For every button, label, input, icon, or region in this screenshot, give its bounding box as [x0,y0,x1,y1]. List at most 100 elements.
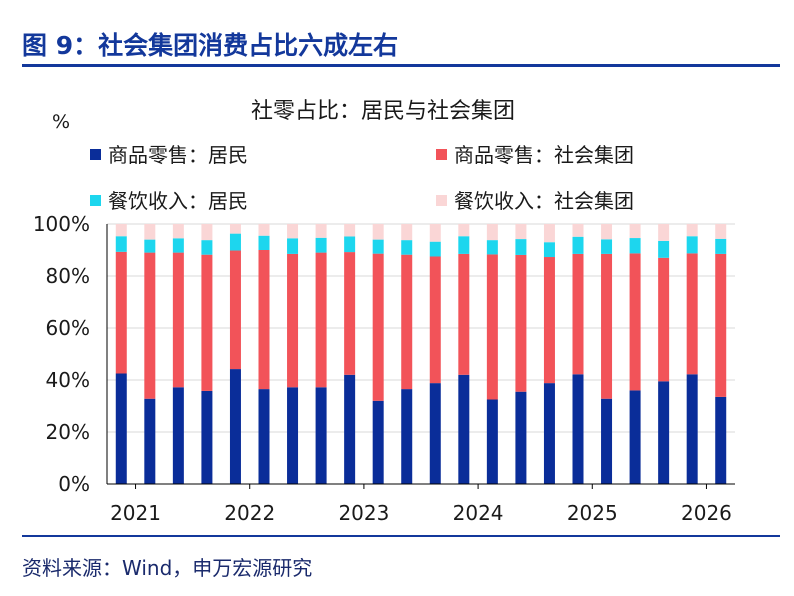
bar-6-series-3 [258,235,270,250]
bar-10-series-2 [372,253,384,401]
y-tick-60%: 60% [46,316,90,340]
bottom-rule [22,535,780,537]
y-tick-labels: 0% 20% 40% 60% 80% 100% [33,212,90,496]
bar-2-series-1 [144,398,156,484]
bar-19-series-4 [629,224,641,239]
bar-13-series-1 [458,374,470,484]
bar-12-series-2 [429,256,441,384]
bar-3-series-1 [172,387,184,484]
bar-10-series-3 [372,239,384,254]
legend-swatch-3 [90,195,101,206]
bar-16-series-3 [543,242,555,258]
axes [106,224,735,485]
bar-4-series-2 [201,254,213,391]
legend-swatch-2 [436,149,447,160]
bar-1-series-4 [115,224,127,237]
bar-6-series-4 [258,224,270,236]
bar-18-series-4 [601,224,613,240]
bar-21-series-1 [686,374,698,484]
bar-17-series-4 [572,224,584,237]
bar-21-series-2 [686,253,698,375]
bar-17-series-2 [572,253,584,375]
bar-19-series-3 [629,238,641,254]
bar-14-series-1 [486,399,498,484]
bar-15-series-4 [515,224,527,240]
bar-22-series-4 [715,224,727,239]
bar-21-series-4 [686,224,698,237]
bar-14-series-2 [486,254,498,400]
bar-20-series-3 [658,240,670,258]
bar-11-series-2 [401,254,413,390]
bar-12-series-3 [429,241,441,257]
bar-11-series-1 [401,389,413,484]
bar-3-series-3 [172,238,184,253]
legend-label-3: 餐饮收入：居民 [108,189,248,213]
bar-5-series-1 [229,369,241,484]
bar-4-series-3 [201,240,213,255]
bar-21-series-3 [686,236,698,254]
x-tick-2023: 2023 [338,501,389,525]
bar-7-series-1 [287,387,299,484]
bar-4-series-4 [201,224,213,241]
x-tick-labels: 2021 2022 2023 2024 2025 2026 [110,484,732,525]
bar-10-series-1 [372,400,384,484]
bar-13-series-3 [458,236,470,254]
bar-14-series-4 [486,224,498,241]
chart-title: 社零占比：居民与社会集团 [251,99,515,124]
bar-8-series-3 [315,237,327,253]
bar-7-series-3 [287,238,299,254]
bar-15-series-2 [515,254,527,392]
x-tick-2026: 2026 [681,501,732,525]
bar-11-series-3 [401,240,413,255]
bar-8-series-2 [315,252,327,388]
bar-11-series-4 [401,224,413,241]
bar-9-series-2 [344,252,356,375]
bar-3-series-2 [172,252,184,388]
bar-5-series-3 [229,233,241,251]
bar-5-series-2 [229,250,241,370]
bar-8-series-1 [315,387,327,484]
y-axis-unit: % [52,111,70,133]
bar-8-series-4 [315,224,327,238]
bar-13-series-2 [458,253,470,375]
bar-1-series-2 [115,251,127,374]
bar-7-series-2 [287,253,299,388]
bar-20-series-1 [658,381,670,484]
bar-17-series-1 [572,374,584,484]
bar-9-series-4 [344,224,356,237]
y-tick-40%: 40% [46,368,90,392]
source-note: 资料来源：Wind，申万宏源研究 [22,556,313,580]
bar-18-series-1 [601,398,613,484]
bar-6-series-2 [258,250,270,390]
legend-label-4: 餐饮收入：社会集团 [454,189,634,213]
bar-22-series-1 [715,396,727,484]
bar-12-series-4 [429,224,441,242]
bar-9-series-1 [344,374,356,484]
bar-2-series-2 [144,252,156,399]
bar-16-series-4 [543,224,555,243]
bar-18-series-3 [601,239,613,254]
bar-20-series-2 [658,257,670,382]
bar-7-series-4 [287,224,299,239]
y-tick-20%: 20% [46,420,90,444]
bar-13-series-4 [458,224,470,237]
y-gridlines [107,223,735,433]
x-tick-2025: 2025 [567,501,618,525]
legend-swatch-1 [90,149,101,160]
y-tick-0%: 0% [58,472,90,496]
bar-4-series-1 [201,390,213,484]
bar-1-series-3 [115,236,127,252]
bar-22-series-2 [715,253,727,397]
bar-2-series-4 [144,224,156,240]
top-rule [22,64,780,67]
legend-swatch-4 [436,195,447,206]
bar-15-series-3 [515,239,527,255]
y-tick-100%: 100% [33,212,90,236]
figure-title: 图 9：社会集团消费占比六成左右 [22,31,399,60]
bar-3-series-4 [172,224,184,239]
bar-12-series-1 [429,383,441,484]
bar-10-series-4 [372,224,384,240]
legend-label-1: 商品零售：居民 [108,143,248,167]
